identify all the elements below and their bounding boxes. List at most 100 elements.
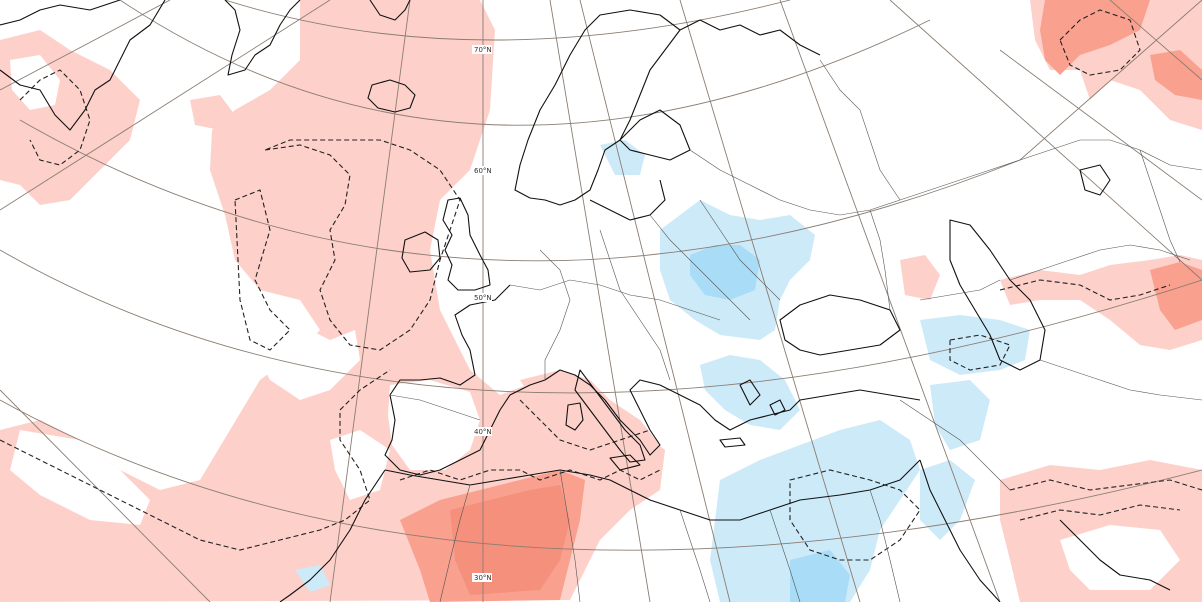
contour-siberia [1059,9,1141,76]
warm-anomaly-gap-3 [10,430,150,525]
border-14 [439,484,471,602]
lat-label-40: 40°N [474,428,492,436]
meridian-50 [889,0,1202,281]
cold-anomaly-baltic [600,140,645,175]
warm-anomaly-north-west [0,30,140,205]
parallel-60 [119,0,931,126]
lat-label-bg-30 [472,573,492,582]
warm-anomaly-deep-north-africa [450,485,570,595]
lat-label-50: 50°N [474,294,492,302]
contour-med [519,399,651,451]
lat-label-bg-70 [472,45,492,54]
contour-atlantic [264,139,461,351]
lat-label-bg-60 [472,166,492,175]
contour-middle-east [1009,479,1202,491]
meridian-70 [1109,0,1202,81]
border-1 [509,279,721,321]
border-13 [559,469,581,602]
lat-label-bg-50 [472,293,492,302]
border-6 [689,149,931,216]
lat-label-70: 70°N [474,46,492,54]
contour-atlantic-west [234,189,291,351]
coastlines [0,0,1171,602]
meridian-10 [549,0,651,602]
border-10 [1039,359,1202,401]
coast-red-sea [919,459,1001,602]
coast-greenland-east [224,0,301,76]
warm-anomaly-caspian [1000,255,1202,350]
border-12 [679,509,711,602]
cold-anomaly-turkey-south [930,380,990,450]
coast-iberia [384,379,546,476]
coast-ireland [401,231,441,273]
coast-kola [679,19,821,56]
contour-iberia-south [399,469,661,481]
lat-label-bg-40 [472,427,492,436]
lat-label-30: 30°N [474,574,492,582]
border-15 [769,509,801,602]
warm-anomaly-gap-1 [250,300,360,400]
cold-anomaly-turkey [920,315,1030,375]
coast-sicily [609,454,641,471]
coast-caspian [949,219,1046,371]
cold-anomaly-canary [295,565,330,592]
border-3 [599,229,671,381]
border-18 [1139,149,1181,263]
border-20 [869,209,891,311]
warm-anomaly-siberia-east [1150,50,1202,100]
coast-persian-gulf [1059,519,1171,591]
parallel-30 [0,399,1202,551]
cold-anomaly-arabia [920,460,975,540]
border-11 [899,399,1011,491]
border-7 [819,59,901,201]
parallel-70 [224,0,791,41]
coast-italy [574,369,646,463]
coast-greenland [0,0,166,131]
warm-anomaly-gap-nw [10,55,60,110]
contour-middle-east-2 [1019,504,1181,521]
coast-iceland [367,79,416,113]
meridian-40 [779,0,1001,602]
border-4 [649,214,751,321]
border-9 [1009,244,1191,281]
warm-anomaly-middle-east-gap [1060,525,1180,590]
meridian-60 [999,49,1202,201]
meridian-20 [579,0,731,602]
border-5 [699,199,781,301]
coast-svalbard [369,0,411,21]
coast-baltic [589,179,666,221]
coast-morocco [279,469,386,602]
meridian-minus-40 [0,0,171,91]
contour-turkey [949,334,1011,371]
warm-anomaly-atlantic [0,0,665,602]
border-8 [929,139,1202,191]
coast-aral [1079,164,1111,196]
parallel-40 [0,249,1202,394]
cold-anomaly-central-europe-strong [690,245,760,300]
meridian-minus-20 [0,389,211,602]
contour-greenland [19,69,91,166]
cold-anomaly-egypt-strong [790,550,850,602]
border-17 [919,279,1001,301]
meridian-30 [679,0,861,602]
warm-anomaly-italy [520,370,660,495]
latitude-labels: 70°N 60°N 50°N 40°N 30°N [472,45,492,582]
contour-caspian [999,279,1171,301]
border-2 [539,249,571,380]
coast-france [389,284,511,396]
warm-anomaly-ukraine [900,255,940,300]
cold-anomaly-greece [700,355,800,430]
cold-anomaly-east-med [710,420,920,602]
warm-anomaly-caspian-strong [1150,262,1202,330]
contour-south-west [0,369,391,551]
meridian-minus-10 [329,0,411,602]
parallel-50 [19,0,1202,262]
country-borders [389,59,1202,602]
coast-great-britain [442,197,491,291]
coast-aegean [719,379,786,448]
contour-egypt [789,469,921,561]
